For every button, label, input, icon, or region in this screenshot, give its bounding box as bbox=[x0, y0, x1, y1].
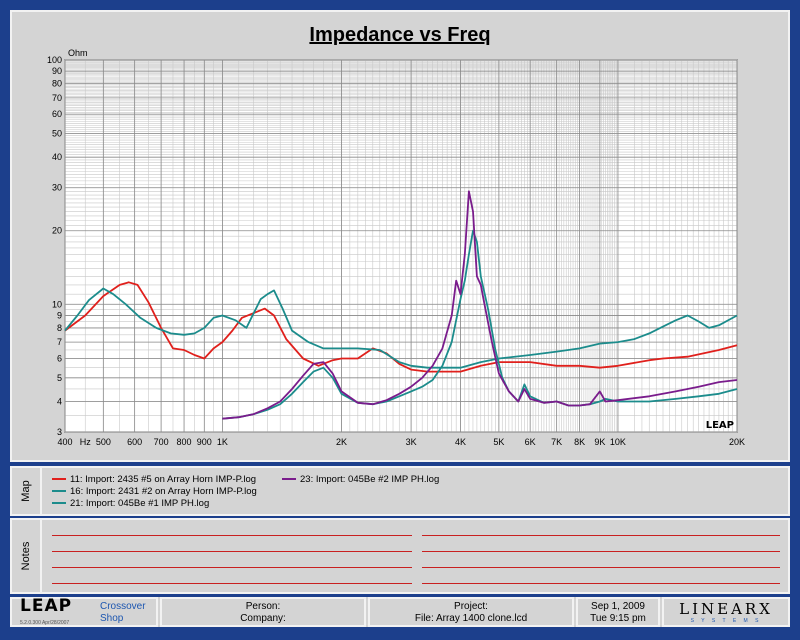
y-tick-label: 5 bbox=[57, 373, 62, 383]
time-text: Tue 9:15 pm bbox=[590, 613, 646, 624]
y-tick-label: 8 bbox=[57, 323, 62, 333]
file-label: File: Array 1400 clone.lcd bbox=[414, 613, 528, 624]
x-tick-label: 5K bbox=[493, 437, 504, 447]
y-tick-label: 30 bbox=[52, 183, 62, 193]
legend-label: 11: Import: 2435 #5 on Array Horn IMP-P.… bbox=[70, 474, 257, 485]
note-line bbox=[422, 567, 780, 568]
legend-item[interactable]: 16: Import: 2431 #2 on Array Horn IMP-P.… bbox=[52, 486, 257, 498]
x-tick-label: 7K bbox=[551, 437, 562, 447]
x-tick-label: 900 bbox=[197, 437, 212, 447]
x-tick-label: 10K bbox=[610, 437, 626, 447]
series-line-1[interactable] bbox=[64, 287, 738, 369]
note-line bbox=[52, 535, 412, 536]
note-line bbox=[52, 583, 412, 584]
map-tab[interactable]: Map bbox=[12, 468, 42, 514]
legend-label: 16: Import: 2431 #2 on Array Horn IMP-P.… bbox=[70, 486, 257, 497]
y-tick-label: 40 bbox=[52, 152, 62, 162]
project-label: Project: bbox=[454, 601, 488, 612]
app-name-line1: Crossover bbox=[100, 601, 146, 612]
notes-tab[interactable]: Notes bbox=[12, 520, 42, 592]
y-tick-label: 10 bbox=[52, 299, 62, 309]
note-line bbox=[422, 583, 780, 584]
footer: LEAP 5.2.0.300 Apr/28/2007 Crossover Sho… bbox=[10, 597, 790, 627]
chart-title: Impedance vs Freq bbox=[309, 24, 491, 46]
y-tick-label: 70 bbox=[52, 93, 62, 103]
y-unit-label: Ohm bbox=[68, 48, 88, 58]
linearx-sub: S Y S T E M S bbox=[690, 618, 762, 624]
app-name-line2: Shop bbox=[100, 613, 124, 624]
app-logo-box: LEAP 5.2.0.300 Apr/28/2007 Crossover Sho… bbox=[10, 597, 158, 627]
x-tick-label: 20K bbox=[729, 437, 745, 447]
notes-area[interactable] bbox=[46, 520, 788, 592]
legend-item[interactable]: 23: Import: 045Be #2 IMP PH.log bbox=[282, 474, 439, 486]
x-tick-label: 6K bbox=[525, 437, 536, 447]
legend-swatch-21 bbox=[52, 502, 66, 505]
x-tick-label: 500 bbox=[96, 437, 111, 447]
x-tick-label: 600 bbox=[127, 437, 142, 447]
series-line-3[interactable] bbox=[222, 190, 738, 420]
x-tick-label: 4K bbox=[455, 437, 466, 447]
x-tick-label: 9K bbox=[594, 437, 605, 447]
note-line bbox=[52, 567, 412, 568]
notes-panel: Notes bbox=[10, 518, 790, 594]
map-tab-label: Map bbox=[20, 480, 32, 502]
x-unit-label: Hz bbox=[80, 437, 91, 447]
version-text: 5.2.0.300 Apr/28/2007 bbox=[20, 620, 70, 626]
y-tick-label: 50 bbox=[52, 129, 62, 139]
note-line bbox=[422, 535, 780, 536]
note-line bbox=[422, 551, 780, 552]
project-box[interactable]: Project: File: Array 1400 clone.lcd bbox=[368, 597, 574, 627]
y-tick-label: 7 bbox=[57, 337, 62, 347]
y-tick-label: 4 bbox=[57, 396, 62, 406]
series-line-0[interactable] bbox=[64, 281, 738, 373]
map-panel: Map 11: Import: 2435 #5 on Array Horn IM… bbox=[10, 466, 790, 516]
legend-swatch-23 bbox=[282, 478, 296, 481]
y-tick-label: 9 bbox=[57, 310, 62, 320]
y-tick-label: 60 bbox=[52, 109, 62, 119]
company-label: Company: bbox=[240, 613, 286, 624]
x-tick-label: 1K bbox=[217, 437, 228, 447]
legend-label: 23: Import: 045Be #2 IMP PH.log bbox=[300, 474, 440, 485]
datetime-box: Sep 1, 2009 Tue 9:15 pm bbox=[576, 597, 660, 627]
y-tick-label: 3 bbox=[57, 427, 62, 437]
x-tick-label: 3K bbox=[406, 437, 417, 447]
person-box[interactable]: Person: Company: bbox=[160, 597, 366, 627]
date-text: Sep 1, 2009 bbox=[591, 601, 645, 612]
linearx-logo: LINEARX bbox=[679, 600, 773, 618]
y-tick-label: 80 bbox=[52, 79, 62, 89]
x-tick-label: 400 bbox=[57, 437, 72, 447]
legend-item[interactable]: 11: Import: 2435 #5 on Array Horn IMP-P.… bbox=[52, 474, 256, 486]
leap-logo: LEAP bbox=[20, 596, 73, 616]
y-tick-label: 100 bbox=[47, 55, 62, 65]
y-tick-label: 90 bbox=[52, 66, 62, 76]
y-tick-label: 6 bbox=[57, 353, 62, 363]
x-tick-label: 8K bbox=[574, 437, 585, 447]
series-line-2[interactable] bbox=[222, 229, 738, 420]
legend-item[interactable]: 21: Import: 045Be #1 IMP PH.log bbox=[52, 498, 209, 510]
graph-panel: Impedance vs Freq 400 500 600 700 800 900 1K 2K… bbox=[10, 10, 790, 462]
person-label: Person: bbox=[245, 601, 281, 612]
x-tick-label: 800 bbox=[177, 437, 192, 447]
legend-swatch-16 bbox=[52, 490, 66, 493]
legend-label: 21: Import: 045Be #1 IMP PH.log bbox=[70, 498, 210, 509]
impedance-chart[interactable]: 400 500 600 700 800 900 1K 2K 3K 4K 5K 6K 7K 8K 9K 10K 2… bbox=[12, 12, 788, 460]
notes-tab-label: Notes bbox=[20, 541, 32, 571]
legend-swatch-11 bbox=[52, 478, 66, 481]
brand-box: LINEARX S Y S T E M S bbox=[662, 597, 790, 627]
note-line bbox=[52, 551, 412, 552]
x-tick-label: 2K bbox=[336, 437, 347, 447]
y-tick-label: 20 bbox=[52, 226, 62, 236]
leap-watermark: LEAP bbox=[706, 420, 734, 431]
x-tick-label: 700 bbox=[154, 437, 169, 447]
